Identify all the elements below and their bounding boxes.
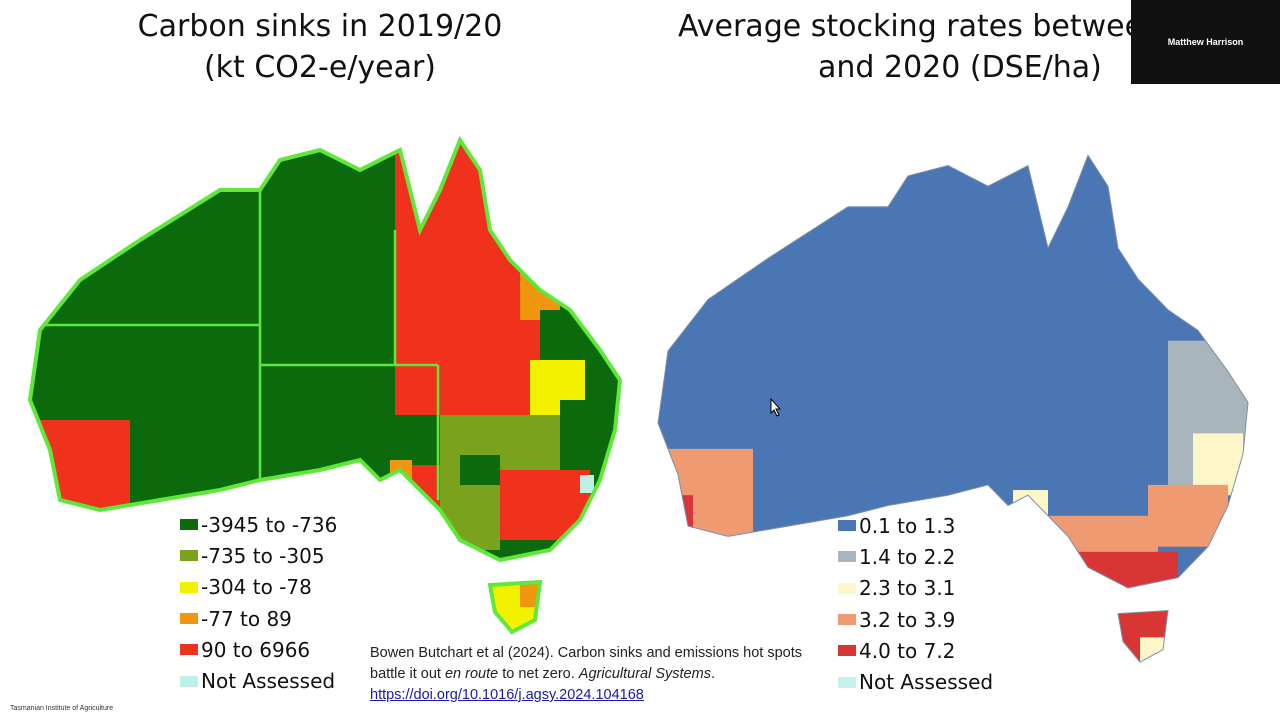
legend-item: 90 to 6966 xyxy=(180,634,337,665)
footer-text: Tasmanian Institute of Agriculture xyxy=(10,705,114,712)
title-line: (kt CO2-e/year) xyxy=(203,50,437,85)
title-line: Carbon sinks in 2019/20 xyxy=(137,9,503,44)
legend-item: Not Assessed xyxy=(180,665,337,696)
legend-swatch xyxy=(838,614,856,626)
map-region xyxy=(500,470,590,540)
legend-swatch xyxy=(838,551,856,563)
legend-swatch xyxy=(838,582,856,594)
citation-text: . xyxy=(710,666,715,682)
map-region xyxy=(1218,531,1228,554)
doi-link[interactable]: https://doi.org/10.1016/j.agsy.2024.1041… xyxy=(370,687,644,703)
legend-item: 0.1 to 1.3 xyxy=(838,510,993,541)
legend-label: 3.2 to 3.9 xyxy=(859,607,956,632)
legend-item: 1.4 to 2.2 xyxy=(838,541,993,572)
map-region xyxy=(663,495,693,537)
title-line: Average stocking rates betwee xyxy=(678,9,1144,44)
legend-item: -77 to 89 xyxy=(180,603,337,634)
legend-label: 2.3 to 3.1 xyxy=(859,576,956,601)
map-region xyxy=(1148,484,1228,547)
citation-text: to net zero. xyxy=(498,666,579,682)
legend-swatch xyxy=(180,613,198,625)
legend-label: 90 to 6966 xyxy=(201,637,311,662)
participant-name: Matthew Harrison xyxy=(1167,37,1244,47)
legend-label: -304 to -78 xyxy=(201,575,312,600)
legend-label: -77 to 89 xyxy=(201,606,292,631)
legend-swatch xyxy=(180,675,198,687)
map-region xyxy=(663,448,753,542)
legend-item: -735 to -305 xyxy=(180,540,337,571)
citation-italic: en route xyxy=(444,666,499,682)
legend-label: 0.1 to 1.3 xyxy=(859,513,956,538)
legend-swatch xyxy=(180,550,198,562)
legend-item: 3.2 to 3.9 xyxy=(838,604,993,635)
participant-tile: Matthew Harrison xyxy=(1131,0,1280,84)
left-title: Carbon sinks in 2019/20 (kt CO2-e/year) xyxy=(0,6,640,88)
legend-swatch xyxy=(838,645,856,657)
legend-label: 1.4 to 2.2 xyxy=(859,544,956,569)
legend-item: -3945 to -736 xyxy=(180,509,337,540)
legend-item: 2.3 to 3.1 xyxy=(838,573,993,604)
map-region xyxy=(580,475,594,493)
legend-swatch xyxy=(838,520,856,532)
legend-item: 4.0 to 7.2 xyxy=(838,635,993,666)
legend-item: -304 to -78 xyxy=(180,572,337,603)
legend-label: Not Assessed xyxy=(201,669,336,694)
legend-swatch xyxy=(180,581,198,593)
map-region xyxy=(460,455,500,485)
legend-item: Not Assessed xyxy=(838,666,993,697)
legend-swatch xyxy=(180,644,198,656)
map-region xyxy=(1068,551,1178,609)
legend-label: 4.0 to 7.2 xyxy=(859,638,956,663)
citation-text: Bowen Butchart et al (2024). Carbon sink… xyxy=(370,645,803,682)
right-title: Average stocking rates betwee and 2020 (… xyxy=(678,6,1143,88)
legend-swatch xyxy=(180,519,198,531)
legend: 0.1 to 1.3 1.4 to 2.2 2.3 to 3.1 3.2 to 3.9… xyxy=(838,510,993,698)
legend-label: Not Assessed xyxy=(859,670,994,695)
mouse-cursor xyxy=(770,397,782,417)
journal-name: Agricultural Systems xyxy=(578,666,711,682)
citation: Bowen Butchart et al (2024). Carbon sink… xyxy=(370,643,810,706)
legend-label: -735 to -305 xyxy=(201,543,325,568)
map-region xyxy=(35,420,130,510)
legend: -3945 to -736 -735 to -305 -304 to -78 -77 … xyxy=(180,509,337,697)
title-line: and 2020 (DSE/ha) xyxy=(818,50,1102,85)
legend-swatch xyxy=(838,676,856,688)
legend-label: -3945 to -736 xyxy=(201,512,338,537)
